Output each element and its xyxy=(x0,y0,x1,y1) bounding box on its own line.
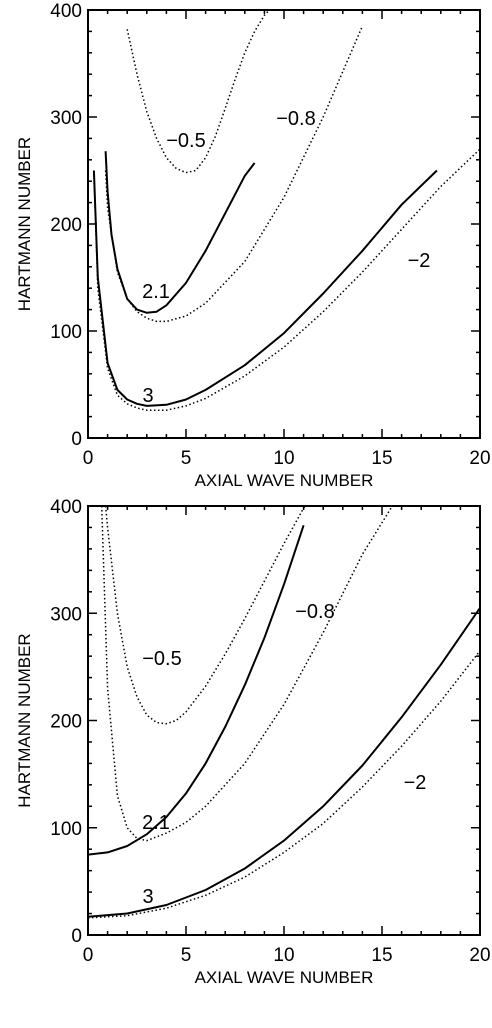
dotted-curve-3 xyxy=(104,25,364,323)
curve-label: −0.5 xyxy=(142,648,181,670)
curve-label: 2.1 xyxy=(142,812,170,834)
x-tick-label: 5 xyxy=(181,448,192,469)
x-tick-label: 5 xyxy=(181,945,192,966)
solid-curve-2 xyxy=(88,524,305,856)
y-tick-label: 0 xyxy=(71,429,82,450)
x-tick-label: 20 xyxy=(469,945,490,966)
series-group xyxy=(88,506,480,919)
plot-frame xyxy=(87,505,481,936)
y-tick-label: 100 xyxy=(50,819,82,840)
y-axis-title: HARTMANN NUMBER xyxy=(15,633,34,807)
y-tick-label: 100 xyxy=(50,322,82,343)
dotted-curve-5 xyxy=(93,148,480,411)
x-axis-title: AXIAL WAVE NUMBER xyxy=(195,968,374,987)
dotted-curve-3 xyxy=(100,506,394,842)
y-tick-label: 300 xyxy=(50,108,82,129)
y-tick-label: 0 xyxy=(71,926,82,947)
dotted-curve-5 xyxy=(88,650,480,919)
y-axis-title: HARTMANN NUMBER xyxy=(15,137,34,311)
x-tick-label: 10 xyxy=(273,945,294,966)
x-tick-label: 0 xyxy=(83,945,94,966)
solid-curve-4 xyxy=(88,607,480,918)
curve-label: −2 xyxy=(404,772,427,794)
x-tick-label: 0 xyxy=(83,448,94,469)
series-group xyxy=(92,10,480,411)
x-tick-label: 20 xyxy=(469,448,490,469)
x-tick-label: 15 xyxy=(371,945,392,966)
y-tick-label: 200 xyxy=(50,215,82,236)
curve-label: 3 xyxy=(142,886,153,908)
x-tick-label: 10 xyxy=(273,448,294,469)
y-tick-label: 200 xyxy=(50,712,82,733)
curve-label: −0.8 xyxy=(295,601,334,623)
y-tick-label: 400 xyxy=(50,497,82,518)
solid-curve-4 xyxy=(92,169,438,407)
curve-label: −0.5 xyxy=(166,130,205,152)
curve-label: 2.1 xyxy=(142,281,170,303)
plot-frame xyxy=(87,9,481,439)
solid-curve-2 xyxy=(104,151,256,314)
curve-label: −0.8 xyxy=(276,108,315,130)
x-axis-title: AXIAL WAVE NUMBER xyxy=(195,471,374,490)
dotted-curve-1 xyxy=(104,506,307,725)
x-tick-label: 15 xyxy=(371,448,392,469)
y-tick-label: 300 xyxy=(50,604,82,625)
curve-label: −2 xyxy=(408,250,431,272)
curve-label: 3 xyxy=(142,385,153,407)
y-tick-label: 400 xyxy=(50,1,82,22)
